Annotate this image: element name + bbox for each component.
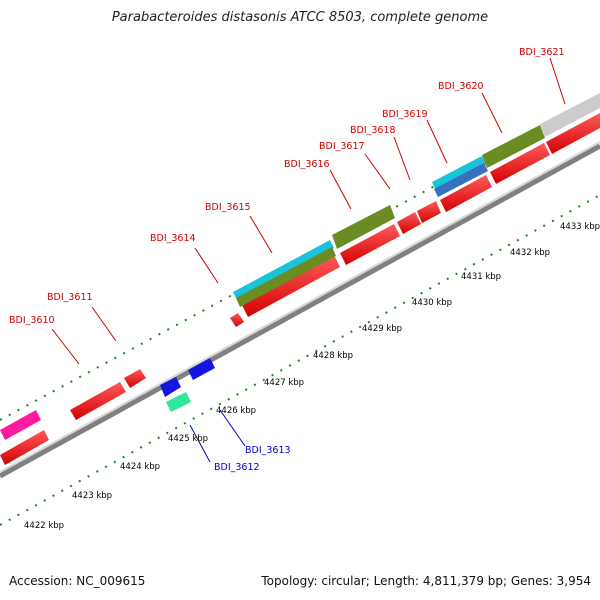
gene-red[interactable] [124,369,146,388]
leader-line [91,306,117,342]
gene-label-bdi-3614[interactable]: BDI_3614 [150,233,196,244]
scale-label: 4433 kbp [560,222,600,232]
leader-line [364,153,391,190]
accession-text: Accession: NC_009615 [9,574,146,588]
gene-red[interactable] [417,201,441,223]
gene-cyan[interactable] [432,156,486,191]
genome-stats-text: Topology: circular; Length: 4,811,379 bp… [261,574,591,588]
gene-label-bdi-3615[interactable]: BDI_3615 [205,202,251,213]
leader-line [393,136,411,181]
gene-red[interactable] [230,313,244,327]
gene-label-bdi-3621[interactable]: BDI_3621 [519,47,565,58]
gene-blue[interactable] [434,163,488,197]
gene-red[interactable] [0,430,49,465]
gene-cyan[interactable] [233,240,334,300]
gene-label-bdi-3612[interactable]: BDI_3612 [214,462,260,473]
gene-olive[interactable] [236,247,336,307]
gene-red[interactable] [546,113,600,154]
scale-label: 4424 kbp [120,462,160,472]
scale-label: 4423 kbp [72,491,112,501]
leader-line [481,92,503,134]
gene-red[interactable] [397,212,421,234]
scale-label: 4429 kbp [362,324,402,334]
gene-olive[interactable] [332,205,395,249]
scale-label: 4422 kbp [24,521,64,531]
leader-line [219,409,246,447]
gene-label-bdi-3617[interactable]: BDI_3617 [319,141,365,152]
gene-red[interactable] [70,382,126,420]
leader-line [189,424,211,463]
gene-magenta[interactable] [0,410,41,440]
genome-backbone [0,143,600,479]
scale-label: 4430 kbp [412,298,452,308]
gene-grey[interactable] [540,93,600,137]
leader-line [549,57,566,105]
leader-line [249,215,273,254]
gene-label-bdi-3611[interactable]: BDI_3611 [47,292,93,303]
gene-blue[interactable] [188,358,215,380]
gene-label-bdi-3618[interactable]: BDI_3618 [350,125,396,136]
scale-label: 4431 kbp [461,272,501,282]
gene-label-bdi-3610[interactable]: BDI_3610 [9,315,55,326]
gene-red[interactable] [490,143,550,184]
leader-line [426,119,448,164]
leader-lines [51,57,566,463]
scale-label: 4426 kbp [216,406,256,416]
scale-label: 4432 kbp [510,248,550,258]
gene-olive[interactable] [482,125,545,168]
gene-red[interactable] [340,224,400,265]
leader-line [329,169,352,210]
gene-label-bdi-3616[interactable]: BDI_3616 [284,159,330,170]
gene-label-bdi-3620[interactable]: BDI_3620 [438,81,484,92]
gene-red[interactable] [440,175,492,212]
leader-line [194,247,219,284]
inner-tick-track [0,194,600,526]
scale-label: 4428 kbp [313,351,353,361]
map-title: Parabacteroides distasonis ATCC 8503, co… [111,10,489,25]
gene-label-bdi-3613[interactable]: BDI_3613 [245,445,291,456]
genome-backbone-highlight [0,141,600,473]
gene-red[interactable] [242,255,340,317]
leader-line [51,328,80,365]
gene-teal[interactable] [166,392,191,412]
gene-blue[interactable] [160,377,181,397]
scale-label: 4427 kbp [264,378,304,388]
scale-label: 4425 kbp [168,434,208,444]
gene-label-bdi-3619[interactable]: BDI_3619 [382,109,428,120]
gene-features [0,93,600,465]
